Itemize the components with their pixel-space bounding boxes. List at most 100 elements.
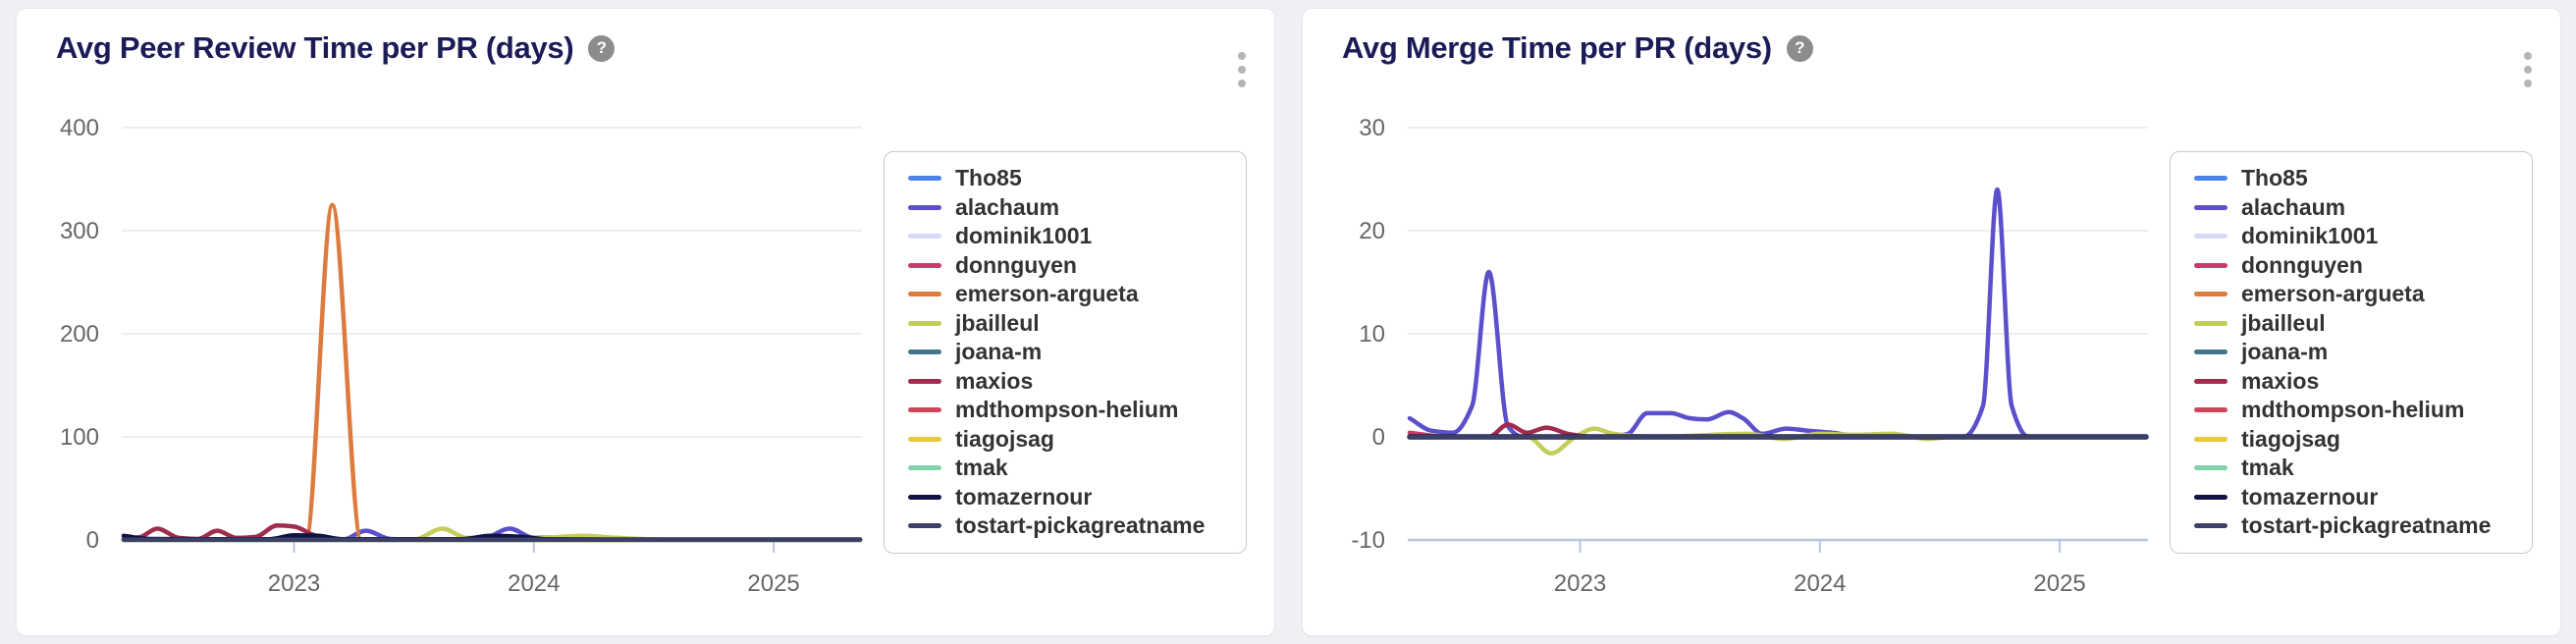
legend-label: tomazernour	[2241, 483, 2379, 510]
legend-label: emerson-argueta	[955, 281, 1139, 307]
legend-item-tmak[interactable]: tmak	[2194, 454, 2522, 483]
series-line-alachaum[interactable]	[1407, 187, 2149, 440]
legend-label: tostart-pickagreatname	[2241, 512, 2492, 539]
legend-item-jbailleul[interactable]: jbailleul	[908, 309, 1236, 339]
legend-item-maxios[interactable]: maxios	[908, 367, 1236, 397]
legend-swatch	[908, 436, 941, 442]
legend-item-mdthompson-helium[interactable]: mdthompson-helium	[908, 396, 1236, 425]
y-tick-label: -10	[1351, 527, 1385, 554]
peer-review-time-chart: 400 300 200 100 0 2023 2024 2025	[60, 115, 863, 597]
series-line-emerson-argueta[interactable]	[121, 202, 863, 543]
legend-label: donnguyen	[955, 251, 1077, 278]
legend-item-jbailleul[interactable]: jbailleul	[2194, 309, 2522, 339]
x-tick-label: 2024	[508, 570, 560, 597]
card-header: Avg Merge Time per PR (days) ?	[1342, 30, 1813, 66]
legend-swatch	[908, 204, 941, 210]
legend-item-tomazernour[interactable]: tomazernour	[2194, 483, 2522, 512]
legend-swatch	[908, 320, 941, 326]
legend-swatch	[2194, 523, 2227, 529]
y-tick-label: 0	[1372, 424, 1385, 451]
y-tick-label: 0	[86, 527, 99, 554]
kebab-menu-icon[interactable]	[1234, 48, 1250, 91]
x-tick-label: 2025	[747, 570, 799, 597]
peer-review-time-card: Avg Peer Review Time per PR (days) ? 400…	[16, 8, 1275, 636]
legend-label: maxios	[955, 367, 1034, 394]
legend-item-tiagojsag[interactable]: tiagojsag	[2194, 425, 2522, 455]
legend-swatch	[2194, 378, 2227, 384]
legend-swatch	[908, 262, 941, 268]
legend-item-tostart-pickagreatname[interactable]: tostart-pickagreatname	[908, 511, 1236, 541]
y-tick-label: 10	[1359, 321, 1385, 348]
y-tick-label: 300	[60, 218, 99, 244]
x-tick-label: 2025	[2033, 570, 2085, 597]
legend-item-Tho85[interactable]: Tho85	[2194, 164, 2522, 193]
legend-swatch	[908, 234, 941, 240]
legend-swatch	[908, 465, 941, 471]
chart-title: Avg Peer Review Time per PR (days)	[56, 30, 574, 65]
help-icon[interactable]: ?	[1786, 34, 1813, 62]
legend-item-donnguyen[interactable]: donnguyen	[908, 251, 1236, 281]
legend-swatch	[908, 176, 941, 182]
legend: Tho85 alachaum dominik1001 donnguyen emerson…	[2170, 151, 2533, 554]
legend-item-mdthompson-helium[interactable]: mdthompson-helium	[2194, 396, 2522, 425]
y-tick-label: 100	[60, 424, 99, 451]
legend-swatch	[908, 292, 941, 297]
legend-swatch	[2194, 320, 2227, 326]
merge-time-chart: 30 20 10 0 -10 2023 2024 2025	[1351, 115, 2149, 597]
legend-item-tostart-pickagreatname[interactable]: tostart-pickagreatname	[2194, 511, 2522, 541]
legend-item-tomazernour[interactable]: tomazernour	[908, 483, 1236, 512]
x-tick-label: 2023	[1554, 570, 1606, 597]
legend-swatch	[908, 494, 941, 500]
legend-label: dominik1001	[955, 223, 1093, 249]
legend-label: tostart-pickagreatname	[955, 512, 1206, 539]
legend-label: mdthompson-helium	[955, 397, 1179, 423]
legend-item-dominik1001[interactable]: dominik1001	[908, 222, 1236, 251]
legend-swatch	[2194, 262, 2227, 268]
help-icon[interactable]: ?	[588, 34, 616, 62]
legend-item-donnguyen[interactable]: donnguyen	[2194, 251, 2522, 281]
kebab-menu-icon[interactable]	[2520, 48, 2536, 91]
legend-swatch	[908, 378, 941, 384]
legend-item-joana-m[interactable]: joana-m	[2194, 338, 2522, 367]
legend-item-Tho85[interactable]: Tho85	[908, 164, 1236, 193]
legend-label: joana-m	[2241, 339, 2329, 365]
legend-swatch	[908, 349, 941, 355]
legend-label: tmak	[955, 455, 1008, 481]
legend-swatch	[2194, 407, 2227, 413]
x-tick-label: 2024	[1794, 570, 1846, 597]
legend-label: Tho85	[2241, 165, 2308, 191]
legend-item-joana-m[interactable]: joana-m	[908, 338, 1236, 367]
y-tick-label: 30	[1359, 115, 1385, 141]
legend-label: emerson-argueta	[2241, 281, 2425, 307]
legend-label: alachaum	[955, 193, 1060, 220]
legend-label: tiagojsag	[2241, 425, 2340, 452]
legend-item-alachaum[interactable]: alachaum	[2194, 193, 2522, 223]
y-tick-label: 200	[60, 321, 99, 348]
legend-label: tmak	[2241, 455, 2294, 481]
legend-label: alachaum	[2241, 193, 2346, 220]
legend-label: tiagojsag	[955, 425, 1054, 452]
legend-swatch	[908, 407, 941, 413]
legend-label: tomazernour	[955, 483, 1093, 510]
x-tick-label: 2023	[268, 570, 320, 597]
legend-swatch	[2194, 349, 2227, 355]
legend-item-emerson-argueta[interactable]: emerson-argueta	[2194, 280, 2522, 309]
legend-swatch	[2194, 204, 2227, 210]
card-header: Avg Peer Review Time per PR (days) ?	[56, 30, 616, 66]
legend-item-maxios[interactable]: maxios	[2194, 367, 2522, 397]
legend-label: jbailleul	[2241, 309, 2326, 336]
legend-label: jbailleul	[955, 309, 1040, 336]
merge-time-card: Avg Merge Time per PR (days) ? 30 20 10 0 -1…	[1302, 8, 2561, 636]
legend-item-dominik1001[interactable]: dominik1001	[2194, 222, 2522, 251]
legend-swatch	[2194, 292, 2227, 297]
chart-title: Avg Merge Time per PR (days)	[1342, 30, 1772, 65]
legend-label: mdthompson-helium	[2241, 397, 2465, 423]
legend-label: maxios	[2241, 367, 2320, 394]
legend-swatch	[2194, 176, 2227, 182]
legend-item-tmak[interactable]: tmak	[908, 454, 1236, 483]
legend-label: Tho85	[955, 165, 1022, 191]
legend-item-emerson-argueta[interactable]: emerson-argueta	[908, 280, 1236, 309]
legend-item-tiagojsag[interactable]: tiagojsag	[908, 425, 1236, 455]
legend-item-alachaum[interactable]: alachaum	[908, 193, 1236, 223]
legend-label: donnguyen	[2241, 251, 2363, 278]
